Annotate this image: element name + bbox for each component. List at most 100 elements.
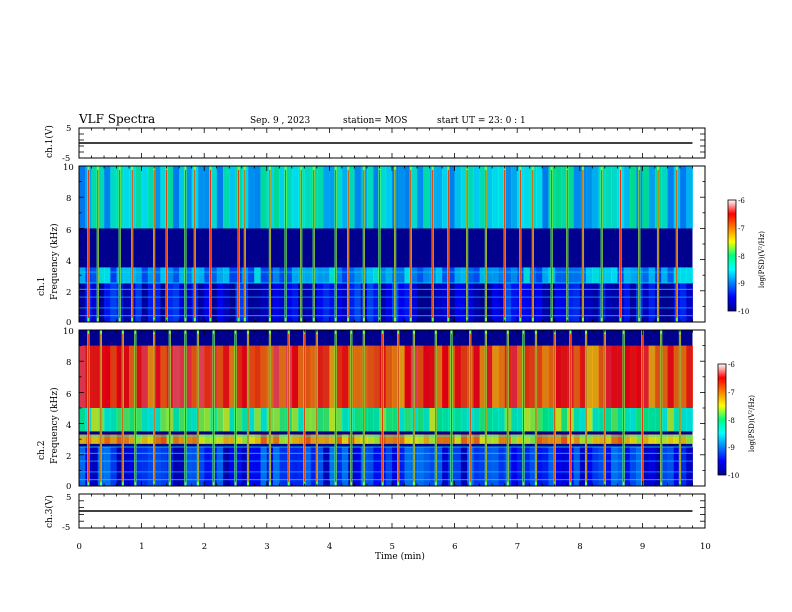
spectrogram-band-cell	[492, 166, 499, 229]
spectrogram-band-cell	[104, 166, 111, 229]
spectrogram-band-cell	[254, 166, 262, 229]
spectrogram-band-cell	[172, 434, 180, 444]
spectrogram-band-cell	[592, 166, 600, 229]
ch2-cb-tick-m10: -10	[728, 472, 739, 480]
spectrogram-band-cell	[260, 166, 268, 229]
spectrogram-band-cell	[623, 345, 631, 408]
spectrogram-band-cell	[216, 447, 224, 486]
spectrogram-band-cell	[147, 283, 155, 322]
spectrogram-band-cell	[154, 408, 161, 432]
x-axis-label: Time (min)	[375, 551, 425, 562]
spectrogram-band-cell	[579, 434, 587, 444]
spectrogram-band-cell	[448, 283, 456, 322]
spectrogram-band-cell	[592, 434, 600, 444]
spectrogram-band-cell	[548, 345, 556, 408]
spectrogram-band-cell	[686, 434, 693, 444]
spectrogram-band-cell	[185, 345, 193, 408]
spectrogram-band-cell	[617, 434, 625, 444]
spectrogram-band-cell	[104, 267, 111, 283]
spectrogram-band-cell	[285, 166, 293, 229]
spectrogram-band-cell	[636, 408, 643, 432]
spectrogram-band-cell	[535, 447, 543, 486]
spectrogram-band-cell	[679, 434, 687, 444]
ch2-colorbar-label: log(PSD)(V²/Hz)	[748, 395, 756, 452]
spectrogram-band-cell	[567, 166, 575, 229]
spectrogram-band-cell	[554, 283, 562, 322]
x-tick-label: 3	[264, 542, 269, 552]
spectrogram-band-cell	[204, 434, 211, 444]
spectrogram-band-cell	[648, 408, 656, 432]
spectrogram-band-cell	[97, 166, 105, 229]
spectrogram-band-cell	[523, 345, 531, 408]
spectrogram-band-cell	[335, 283, 343, 322]
spectrogram-band-cell	[304, 408, 312, 432]
spectrogram-band-cell	[291, 434, 299, 444]
spectrogram-band-cell	[435, 267, 443, 283]
ch2-f-tick-6: 6	[66, 390, 71, 400]
spectrogram-band-cell	[97, 267, 105, 283]
spectrogram-band-cell	[179, 283, 186, 322]
x-tick-label: 2	[202, 542, 207, 552]
spectrogram-band-cell	[542, 166, 549, 229]
spectrogram-band-cell	[141, 447, 149, 486]
spectrogram-band-cell	[561, 447, 568, 486]
spectrogram-band-cell	[135, 408, 143, 432]
spectrogram-band-cell	[91, 345, 99, 408]
ch1-f-tick-8: 8	[66, 194, 71, 204]
spectrogram-band-cell	[442, 408, 449, 432]
spectrogram-band-cell	[79, 434, 86, 444]
spectrogram-band-cell	[216, 345, 224, 408]
spectrogram-band-cell	[222, 166, 230, 229]
spectrogram-band-cell	[561, 434, 568, 444]
spectrogram-band-cell	[273, 166, 280, 229]
spectrogram-band-cell	[191, 408, 199, 432]
ch1-f-tick-10: 10	[63, 163, 74, 173]
spectrogram-band-cell	[667, 447, 675, 486]
spectrogram-band-cell	[485, 267, 493, 283]
spectrogram-band-cell	[147, 267, 155, 283]
spectrogram-band-cell	[479, 345, 487, 408]
spectrogram-band-cell	[485, 283, 493, 322]
spectrogram-band-cell	[398, 345, 406, 408]
spectrogram-band-cell	[548, 447, 556, 486]
spectrogram-band-cell	[579, 408, 587, 432]
spectrogram-band-cell	[248, 267, 255, 283]
spectrogram-band-cell	[642, 447, 650, 486]
spectrogram-band-cell	[135, 166, 143, 229]
spectrogram-band-cell	[442, 345, 449, 408]
spectrogram-band-cell	[104, 283, 111, 322]
spectrogram-band-cell	[535, 267, 543, 283]
spectrogram-band-cell	[248, 408, 255, 432]
spectrogram-band-cell	[298, 345, 305, 408]
spectrogram-band-cell	[154, 434, 161, 444]
spectrogram-band-cell	[592, 283, 600, 322]
spectrogram-band-cell	[329, 345, 337, 408]
spectrogram-band-cell	[172, 283, 180, 322]
spectrogram-band-cell	[686, 408, 693, 432]
spectrogram-band-cell	[273, 267, 280, 283]
spectrogram-band-cell	[160, 447, 168, 486]
spectrogram-band-cell	[404, 408, 412, 432]
spectrogram-band-cell	[229, 283, 236, 322]
spectrogram-band-cell	[679, 166, 687, 229]
ch2-f-tick-0: 0	[66, 482, 71, 492]
spectrogram-band-cell	[529, 434, 537, 444]
spectrogram-band-cell	[160, 267, 168, 283]
spectrogram-band-cell	[341, 267, 349, 283]
spectrogram-band-cell	[154, 267, 161, 283]
spectrogram-band-cell	[523, 166, 531, 229]
spectrogram-band-cell	[241, 447, 249, 486]
spectrogram-band-cell	[79, 447, 86, 486]
spectrogram-band-cell	[316, 283, 324, 322]
x-tick-label: 4	[327, 542, 332, 552]
spectrogram-band-cell	[191, 345, 199, 408]
spectrogram-band-cell	[235, 434, 243, 444]
spectrogram-band-cell	[235, 408, 243, 432]
spectrogram-band-cell	[147, 408, 155, 432]
spectrogram-band-cell	[291, 283, 299, 322]
spectrogram-band-cell	[191, 447, 199, 486]
spectrogram-band-cell	[197, 408, 205, 432]
spectrogram-band-cell	[592, 408, 600, 432]
spectrogram-band-cell	[642, 345, 650, 408]
